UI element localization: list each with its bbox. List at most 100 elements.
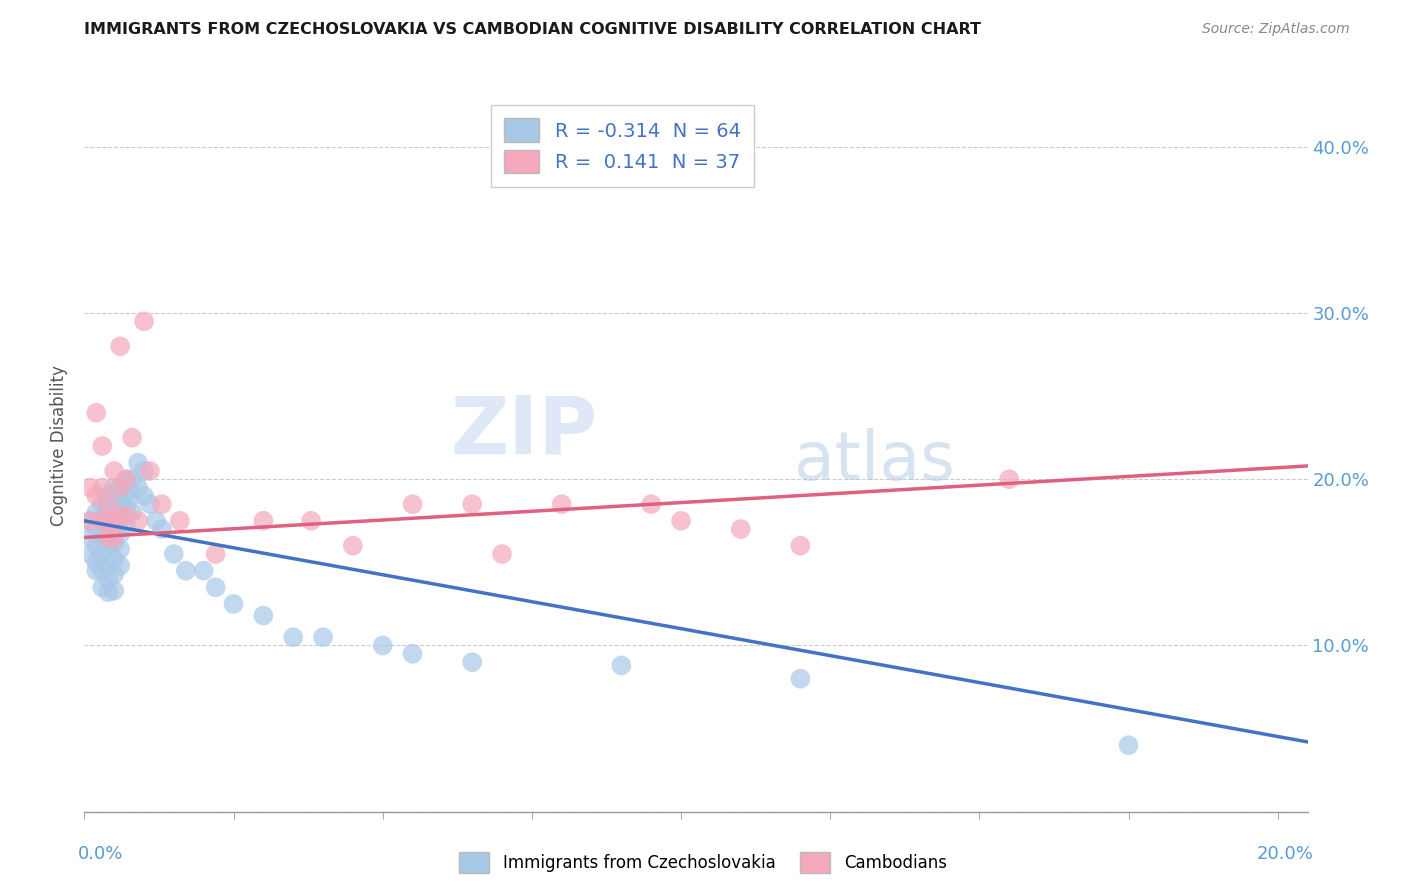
Point xyxy=(150,522,173,536)
Point xyxy=(91,497,114,511)
Point xyxy=(103,552,125,566)
Point xyxy=(312,630,335,644)
Point xyxy=(108,527,131,541)
Point xyxy=(127,456,149,470)
Point xyxy=(97,514,120,528)
Point xyxy=(669,514,692,528)
Point xyxy=(121,506,143,520)
Point xyxy=(115,500,138,515)
Point xyxy=(127,481,149,495)
Point xyxy=(97,558,120,573)
Point xyxy=(342,539,364,553)
Point xyxy=(108,481,131,495)
Point xyxy=(91,514,114,528)
Point xyxy=(79,481,101,495)
Point xyxy=(97,497,120,511)
Point xyxy=(97,585,120,599)
Point xyxy=(103,497,125,511)
Point xyxy=(103,535,125,549)
Point xyxy=(204,547,226,561)
Point xyxy=(103,567,125,582)
Point xyxy=(84,506,107,520)
Point xyxy=(139,464,162,478)
Point xyxy=(97,542,120,557)
Text: atlas: atlas xyxy=(794,427,955,493)
Point xyxy=(84,539,107,553)
Point xyxy=(108,512,131,526)
Point xyxy=(84,555,107,569)
Point xyxy=(79,514,101,528)
Point xyxy=(79,530,101,544)
Point xyxy=(163,547,186,561)
Point xyxy=(103,508,125,523)
Point xyxy=(97,489,120,503)
Text: ZIP: ZIP xyxy=(451,392,598,470)
Point xyxy=(79,514,101,528)
Point xyxy=(222,597,245,611)
Point xyxy=(103,583,125,598)
Point xyxy=(371,639,394,653)
Point xyxy=(97,502,120,516)
Point xyxy=(127,514,149,528)
Point xyxy=(491,547,513,561)
Point xyxy=(115,518,138,533)
Legend: R = -0.314  N = 64, R =  0.141  N = 37: R = -0.314 N = 64, R = 0.141 N = 37 xyxy=(491,104,755,187)
Point xyxy=(401,647,423,661)
Point xyxy=(91,564,114,578)
Y-axis label: Cognitive Disability: Cognitive Disability xyxy=(51,366,69,526)
Text: 20.0%: 20.0% xyxy=(1257,846,1313,863)
Point xyxy=(84,522,107,536)
Point xyxy=(640,497,662,511)
Point xyxy=(139,497,162,511)
Point xyxy=(1118,738,1140,752)
Point xyxy=(551,497,574,511)
Point xyxy=(108,339,131,353)
Point xyxy=(730,522,752,536)
Point xyxy=(193,564,215,578)
Point xyxy=(91,530,114,544)
Point xyxy=(299,514,322,528)
Point xyxy=(79,547,101,561)
Point xyxy=(789,539,811,553)
Point xyxy=(97,530,120,544)
Point xyxy=(145,514,167,528)
Point xyxy=(150,497,173,511)
Point xyxy=(108,508,131,523)
Point xyxy=(204,580,226,594)
Text: Source: ZipAtlas.com: Source: ZipAtlas.com xyxy=(1202,22,1350,37)
Point xyxy=(91,547,114,561)
Point xyxy=(132,314,155,328)
Point xyxy=(169,514,191,528)
Point xyxy=(91,514,114,528)
Point xyxy=(121,431,143,445)
Point xyxy=(103,514,125,528)
Point xyxy=(115,472,138,486)
Point xyxy=(108,542,131,557)
Point xyxy=(610,658,633,673)
Point xyxy=(789,672,811,686)
Point xyxy=(115,485,138,500)
Legend: Immigrants from Czechoslovakia, Cambodians: Immigrants from Czechoslovakia, Cambodia… xyxy=(453,846,953,880)
Point xyxy=(283,630,305,644)
Point xyxy=(103,481,125,495)
Point xyxy=(461,655,484,669)
Point xyxy=(998,472,1021,486)
Point xyxy=(84,489,107,503)
Point xyxy=(91,439,114,453)
Point xyxy=(115,508,138,523)
Point xyxy=(84,564,107,578)
Point xyxy=(103,522,125,536)
Point xyxy=(121,489,143,503)
Point xyxy=(132,464,155,478)
Point xyxy=(174,564,197,578)
Point xyxy=(97,530,120,544)
Point xyxy=(252,514,274,528)
Point xyxy=(108,497,131,511)
Text: 0.0%: 0.0% xyxy=(79,846,124,863)
Point xyxy=(103,464,125,478)
Point xyxy=(108,481,131,495)
Point xyxy=(401,497,423,511)
Point xyxy=(91,481,114,495)
Point xyxy=(115,472,138,486)
Text: IMMIGRANTS FROM CZECHOSLOVAKIA VS CAMBODIAN COGNITIVE DISABILITY CORRELATION CHA: IMMIGRANTS FROM CZECHOSLOVAKIA VS CAMBOD… xyxy=(84,22,981,37)
